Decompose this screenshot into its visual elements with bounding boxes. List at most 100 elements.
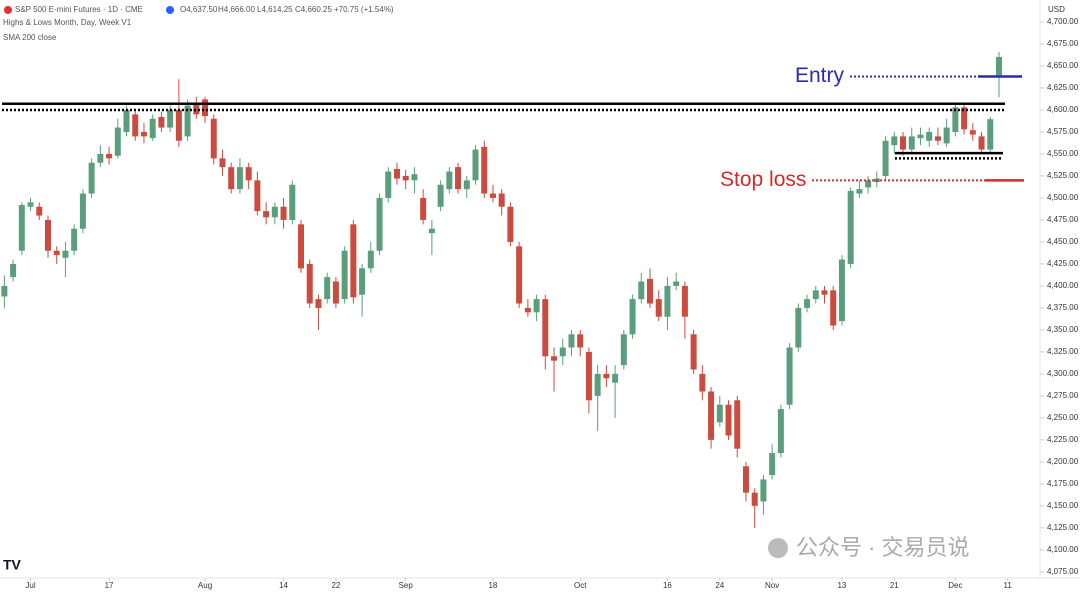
candle-body [18,204,25,251]
y-tick-label: 4,250.00 [1047,413,1079,422]
ohlc-low: L4,614.25 [257,5,293,14]
candle-body [978,136,985,150]
candle-body [995,56,1002,77]
x-tick-label: 18 [488,581,497,590]
candle-body [193,102,200,115]
y-tick-label: 4,700.00 [1047,17,1079,26]
indicator-label: Highs & Lows Month, Day, Week V1 [3,18,132,27]
watermark: 公众号 · 交易员说 [796,535,970,560]
ohlc-open: O4,637.50 [180,5,218,14]
ohlc-high: H4,666.00 [218,5,255,14]
candle-body [114,127,121,156]
candle-body [568,334,575,348]
y-tick-label: 4,100.00 [1047,545,1079,554]
candle-body [742,466,749,493]
candle-body [507,206,514,242]
candle-body [498,193,505,207]
candle-body [481,146,488,194]
candle-body [961,107,968,130]
candle-body [769,453,776,476]
candle-body [786,347,793,405]
candle-body [219,158,226,168]
y-tick-label: 4,500.00 [1047,193,1079,202]
symbol-title: S&P 500 E-mini Futures · 1D · CME [15,5,143,14]
candle-body [629,299,636,335]
x-tick-label: 11 [1004,581,1013,590]
candle-body [856,189,863,194]
candle-body [350,224,357,298]
candle-body [804,299,811,308]
candle-body [271,206,278,218]
y-tick-label: 4,350.00 [1047,325,1079,334]
candle-body [585,351,592,401]
candle-body [943,127,950,144]
candle-body [620,334,627,366]
candle-body [594,373,601,396]
candle-body [149,118,156,139]
candle-body [777,409,784,454]
candle-body [734,400,741,449]
candle-body [254,180,261,212]
candle-body [62,250,69,258]
y-tick-label: 4,200.00 [1047,457,1079,466]
wechat-icon [768,538,788,558]
candle-body [882,140,889,176]
x-tick-label: Sep [399,581,414,590]
candle-body [690,334,697,370]
candle-body [53,250,60,256]
x-tick-label: 13 [837,581,846,590]
candle-body [865,180,872,188]
candle-body [79,193,86,229]
candle-body [402,175,409,181]
candle-body [533,299,540,313]
candle-body [167,109,174,128]
candle-body [1,285,8,297]
candle-body [612,373,619,383]
y-tick-label: 4,650.00 [1047,61,1079,70]
candle-body [263,211,270,218]
tv-logo: TV [3,557,22,573]
x-tick-label: 16 [663,581,672,590]
y-tick-label: 4,375.00 [1047,303,1079,312]
x-tick-label: 14 [279,581,288,590]
candle-body [463,180,470,190]
candle-body [812,290,819,300]
y-tick-label: 4,325.00 [1047,347,1079,356]
candle-body [725,404,732,436]
candle-body [97,153,104,163]
y-tick-label: 4,300.00 [1047,369,1079,378]
candle-body [681,285,688,317]
candle-body [516,246,523,304]
candle-body [71,228,78,251]
entry-label: Entry [795,64,845,87]
candle-body [489,193,496,198]
candle-body [987,119,994,150]
candle-body [359,268,366,295]
x-tick-label: 24 [715,581,724,590]
candle-body [158,117,165,128]
y-tick-label: 4,475.00 [1047,215,1079,224]
candle-body [655,299,662,317]
candle-body [306,263,313,304]
candle-body [123,109,130,132]
candle-body [289,184,296,220]
x-tick-label: Aug [198,581,212,590]
y-tick-label: 4,550.00 [1047,149,1079,158]
candle-body [420,197,427,220]
candle-body [847,190,854,264]
candle-body [245,167,252,181]
candle-body [27,202,34,207]
candle-body [446,171,453,190]
candle-body [132,114,139,137]
y-tick-label: 4,525.00 [1047,171,1079,180]
candle-body [934,136,941,141]
y-tick-label: 4,075.00 [1047,567,1079,576]
candle-body [236,167,243,190]
candle-body [367,250,374,269]
candle-body [638,281,645,300]
candle-body [838,259,845,322]
candle-body [332,281,339,304]
candle-body [298,224,305,269]
status-icon [166,6,174,14]
candle-body [760,479,767,502]
